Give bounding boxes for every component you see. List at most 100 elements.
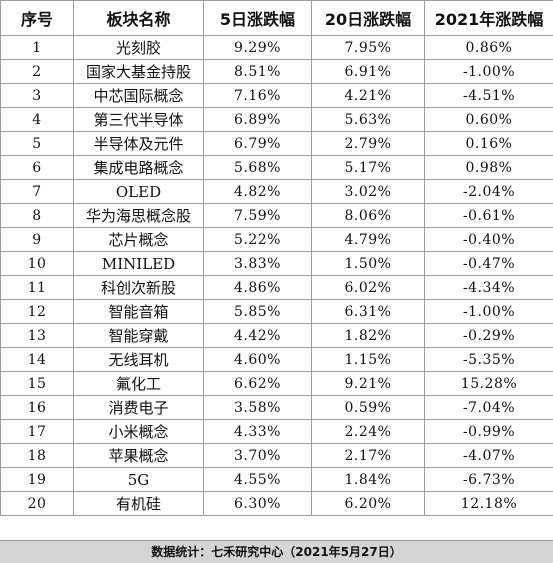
- row-index-cell: 4: [0, 107, 74, 132]
- row-index-cell: 2: [0, 59, 74, 84]
- sector-name-cell: 小米概念: [73, 419, 204, 444]
- change-20day-cell: 1.15%: [311, 347, 425, 372]
- change-2021-cell: -0.40%: [424, 227, 553, 252]
- table-row: 5 半导体及元件 6.79% 2.79% 0.16%: [0, 131, 553, 156]
- change-20day-cell: 1.84%: [311, 467, 425, 492]
- row-index-cell: 3: [0, 83, 74, 108]
- table-row: 6 集成电路概念 5.68% 5.17% 0.98%: [0, 155, 553, 180]
- row-index-cell: 13: [0, 323, 74, 348]
- change-20day-cell: 5.63%: [311, 107, 425, 132]
- row-index-cell: 5: [0, 131, 74, 156]
- table-row: 2 国家大基金持股 8.51% 6.91% -1.00%: [0, 59, 553, 84]
- sector-performance-table: 序号 板块名称 5日涨跌幅 20日涨跌幅 2021年涨跌幅 1 光刻胶 9.29% 7…: [0, 0, 553, 516]
- change-2021-cell: 0.60%: [424, 107, 553, 132]
- change-20day-cell: 1.82%: [311, 323, 425, 348]
- change-20day-cell: 2.24%: [311, 419, 425, 444]
- change-5day-cell: 6.62%: [203, 371, 312, 396]
- change-20day-cell: 6.91%: [311, 59, 425, 84]
- table-row: 12 智能音箱 5.85% 6.31% -1.00%: [0, 299, 553, 324]
- change-5day-cell: 4.82%: [203, 179, 312, 204]
- header-5day-change: 5日涨跌幅: [203, 0, 312, 36]
- change-5day-cell: 3.83%: [203, 251, 312, 276]
- row-index-cell: 17: [0, 419, 74, 444]
- change-5day-cell: 5.22%: [203, 227, 312, 252]
- change-2021-cell: 15.28%: [424, 371, 553, 396]
- change-5day-cell: 4.86%: [203, 275, 312, 300]
- change-2021-cell: -5.35%: [424, 347, 553, 372]
- change-20day-cell: 6.31%: [311, 299, 425, 324]
- change-5day-cell: 4.60%: [203, 347, 312, 372]
- change-5day-cell: 4.33%: [203, 419, 312, 444]
- change-20day-cell: 6.02%: [311, 275, 425, 300]
- row-index-cell: 14: [0, 347, 74, 372]
- table-row: 10 MINILED 3.83% 1.50% -0.47%: [0, 251, 553, 276]
- table-row: 3 中芯国际概念 7.16% 4.21% -4.51%: [0, 83, 553, 108]
- table-row: 8 华为海思概念股 7.59% 8.06% -0.61%: [0, 203, 553, 228]
- change-5day-cell: 5.85%: [203, 299, 312, 324]
- table-row: 13 智能穿戴 4.42% 1.82% -0.29%: [0, 323, 553, 348]
- change-2021-cell: -4.51%: [424, 83, 553, 108]
- change-2021-cell: -6.73%: [424, 467, 553, 492]
- change-5day-cell: 8.51%: [203, 59, 312, 84]
- table-row: 18 苹果概念 3.70% 2.17% -4.07%: [0, 443, 553, 468]
- sector-name-cell: 5G: [73, 467, 204, 492]
- row-index-cell: 11: [0, 275, 74, 300]
- sector-name-cell: OLED: [73, 179, 204, 204]
- table-row: 20 有机硅 6.30% 6.20% 12.18%: [0, 491, 553, 516]
- change-5day-cell: 3.70%: [203, 443, 312, 468]
- change-20day-cell: 3.02%: [311, 179, 425, 204]
- row-index-cell: 20: [0, 491, 74, 516]
- change-5day-cell: 6.30%: [203, 491, 312, 516]
- change-20day-cell: 4.21%: [311, 83, 425, 108]
- change-2021-cell: -0.47%: [424, 251, 553, 276]
- sector-name-cell: 第三代半导体: [73, 107, 204, 132]
- row-index-cell: 9: [0, 227, 74, 252]
- sector-name-cell: 华为海思概念股: [73, 203, 204, 228]
- source-footer: 数据统计：七禾研究中心（2021年5月27日）: [0, 540, 553, 563]
- header-row: 序号 板块名称 5日涨跌幅 20日涨跌幅 2021年涨跌幅: [0, 0, 553, 36]
- row-index-cell: 12: [0, 299, 74, 324]
- row-index-cell: 15: [0, 371, 74, 396]
- row-index-cell: 8: [0, 203, 74, 228]
- table-body: 1 光刻胶 9.29% 7.95% 0.86% 2 国家大基金持股 8.51% 6.91% -1.…: [0, 35, 553, 516]
- table-row: 19 5G 4.55% 1.84% -6.73%: [0, 467, 553, 492]
- change-2021-cell: -4.34%: [424, 275, 553, 300]
- sector-name-cell: MINILED: [73, 251, 204, 276]
- change-20day-cell: 6.20%: [311, 491, 425, 516]
- change-2021-cell: -0.61%: [424, 203, 553, 228]
- change-5day-cell: 7.59%: [203, 203, 312, 228]
- change-2021-cell: 0.16%: [424, 131, 553, 156]
- change-5day-cell: 3.58%: [203, 395, 312, 420]
- sector-name-cell: 光刻胶: [73, 35, 204, 60]
- change-5day-cell: 7.16%: [203, 83, 312, 108]
- change-2021-cell: -1.00%: [424, 59, 553, 84]
- table-row: 7 OLED 4.82% 3.02% -2.04%: [0, 179, 553, 204]
- row-index-cell: 6: [0, 155, 74, 180]
- table-row: 11 科创次新股 4.86% 6.02% -4.34%: [0, 275, 553, 300]
- header-sector-name: 板块名称: [73, 0, 204, 36]
- sector-name-cell: 集成电路概念: [73, 155, 204, 180]
- sector-name-cell: 芯片概念: [73, 227, 204, 252]
- sector-name-cell: 半导体及元件: [73, 131, 204, 156]
- sector-name-cell: 国家大基金持股: [73, 59, 204, 84]
- change-2021-cell: -4.07%: [424, 443, 553, 468]
- change-5day-cell: 4.42%: [203, 323, 312, 348]
- row-index-cell: 1: [0, 35, 74, 60]
- sector-name-cell: 苹果概念: [73, 443, 204, 468]
- change-20day-cell: 8.06%: [311, 203, 425, 228]
- change-20day-cell: 9.21%: [311, 371, 425, 396]
- change-20day-cell: 4.79%: [311, 227, 425, 252]
- header-2021-change: 2021年涨跌幅: [424, 0, 553, 36]
- change-5day-cell: 9.29%: [203, 35, 312, 60]
- sector-name-cell: 无线耳机: [73, 347, 204, 372]
- sector-name-cell: 中芯国际概念: [73, 83, 204, 108]
- change-5day-cell: 4.55%: [203, 467, 312, 492]
- change-20day-cell: 1.50%: [311, 251, 425, 276]
- row-index-cell: 19: [0, 467, 74, 492]
- row-index-cell: 10: [0, 251, 74, 276]
- change-2021-cell: -7.04%: [424, 395, 553, 420]
- table-row: 1 光刻胶 9.29% 7.95% 0.86%: [0, 35, 553, 60]
- change-20day-cell: 2.79%: [311, 131, 425, 156]
- change-5day-cell: 6.89%: [203, 107, 312, 132]
- sector-name-cell: 消费电子: [73, 395, 204, 420]
